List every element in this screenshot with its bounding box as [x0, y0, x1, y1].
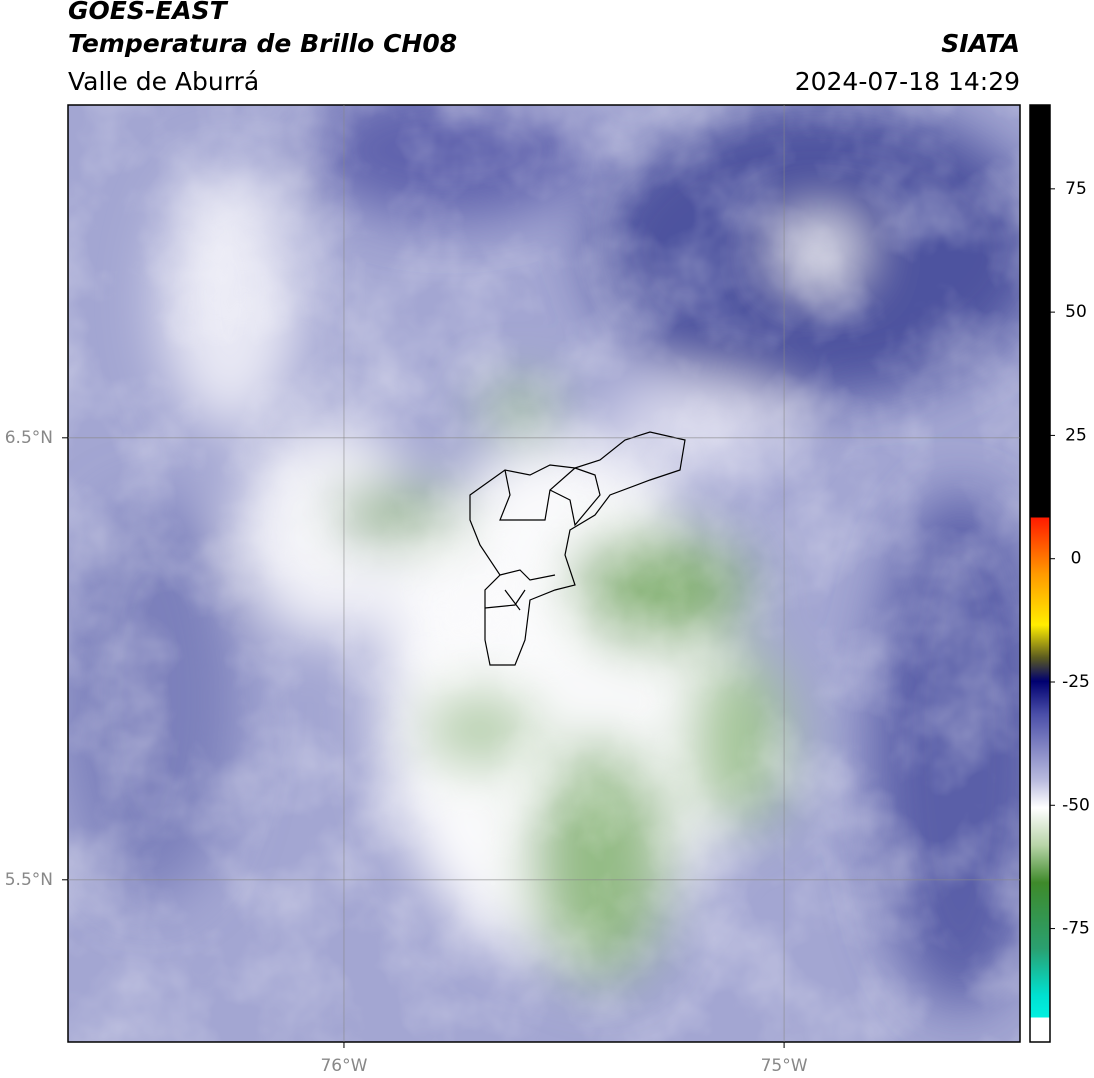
colorbar-tick-label: 25	[1065, 425, 1087, 445]
datetime: 2024-07-18 14:29	[795, 67, 1020, 96]
colorbar-tick-label: -50	[1062, 795, 1090, 815]
colorbar	[1029, 104, 1051, 1043]
colorbar-tick-label: -75	[1062, 919, 1090, 939]
source: SIATA	[941, 29, 1020, 58]
colorbar-tick-label: 0	[1071, 549, 1082, 569]
x-tick-label: 75°W	[761, 1056, 808, 1076]
subtitle: Temperatura de Brillo CH08	[68, 29, 457, 58]
y-tick-label: 5.5°N	[5, 870, 53, 890]
title: GOES-EAST	[68, 0, 229, 25]
region: Valle de Aburrá	[68, 67, 259, 96]
colorbar-tick-label: -25	[1062, 672, 1090, 692]
map-frame	[67, 104, 1021, 1043]
satellite-field	[68, 105, 1020, 1042]
y-tick-label: 6.5°N	[5, 428, 53, 448]
colorbar-tick-label: 75	[1065, 179, 1087, 199]
x-tick-label: 76°W	[320, 1056, 367, 1076]
colorbar-tick-label: 50	[1065, 302, 1087, 322]
valley-boundaries	[469, 431, 686, 666]
